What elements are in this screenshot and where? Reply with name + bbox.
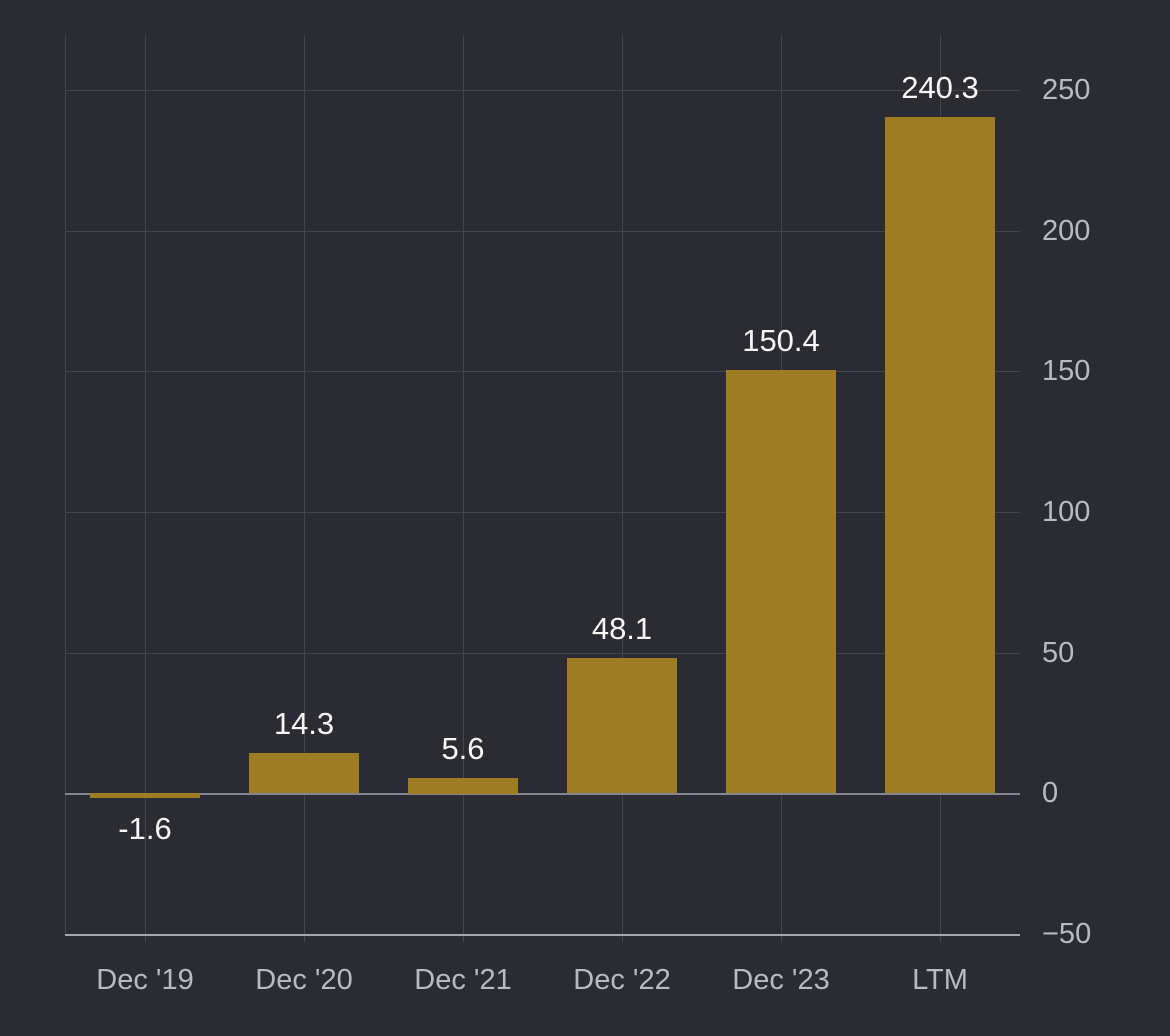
x-axis-label-dec-21: Dec '21 — [414, 964, 512, 996]
x-axis-label-dec-19: Dec '19 — [96, 964, 194, 996]
gridline-horizontal — [65, 512, 1020, 513]
bar-ltm[interactable] — [885, 117, 995, 793]
bar-dec-19[interactable] — [90, 793, 200, 798]
bar-value-label: -1.6 — [118, 811, 172, 846]
bar-value-label: 48.1 — [591, 611, 653, 646]
gridline-horizontal — [65, 371, 1020, 373]
gridline-vertical — [304, 35, 305, 942]
gridline-vertical — [622, 35, 623, 942]
x-axis-label-dec-22: Dec '22 — [573, 964, 671, 996]
bar-value-label: 5.6 — [441, 731, 485, 766]
y-axis-tick-label: 100 — [1042, 496, 1091, 528]
gridline-vertical — [65, 35, 66, 934]
y-axis-tick-label: 150 — [1042, 355, 1091, 387]
bar-dec-20[interactable] — [249, 753, 359, 793]
bar-dec-22[interactable] — [567, 658, 677, 793]
x-axis-label-dec-20: Dec '20 — [255, 964, 353, 996]
bar-value-label: 150.4 — [742, 323, 820, 358]
x-axis-label-ltm: LTM — [912, 964, 968, 996]
y-axis-tick-label: 200 — [1042, 215, 1091, 247]
gridline-vertical — [463, 35, 464, 942]
zero-baseline — [65, 793, 1020, 795]
y-axis-tick-label: 250 — [1042, 74, 1091, 106]
gridline-horizontal — [65, 652, 1020, 654]
y-axis-tick-label: 50 — [1042, 637, 1075, 669]
x-axis-label-dec-23: Dec '23 — [732, 964, 830, 996]
gridline-horizontal — [65, 90, 1020, 91]
bar-dec-21[interactable] — [408, 778, 518, 794]
y-axis-tick-label: 0 — [1042, 777, 1059, 809]
bar-dec-23[interactable] — [726, 370, 836, 793]
bar-value-label: 240.3 — [901, 70, 979, 105]
x-axis-line — [65, 934, 1020, 936]
plot-area: -1.6 14.3 5.6 48.1 150.4 240.3 — [65, 35, 1020, 950]
y-axis-tick-label: −50 — [1042, 918, 1092, 950]
gridline-horizontal — [65, 230, 1020, 232]
bar-value-label: 14.3 — [273, 706, 335, 741]
gridline-vertical — [145, 35, 146, 942]
